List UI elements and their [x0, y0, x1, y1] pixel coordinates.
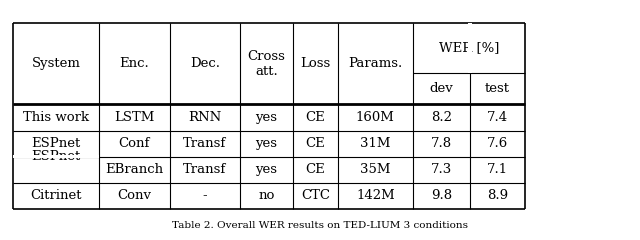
Text: 7.8: 7.8 [431, 137, 452, 150]
Text: -: - [202, 189, 207, 202]
Bar [468, 23, 472, 73]
Text: 8.9: 8.9 [487, 189, 508, 202]
Text: LSTM: LSTM [114, 111, 155, 124]
Text: 142M: 142M [356, 189, 395, 202]
Text: This work: This work [23, 111, 89, 124]
Text: System: System [31, 57, 81, 70]
Text: 7.3: 7.3 [431, 163, 452, 176]
Text: 7.1: 7.1 [487, 163, 508, 176]
Text: Loss: Loss [300, 57, 331, 70]
Text: test: test [485, 82, 510, 95]
Text: yes: yes [255, 163, 278, 176]
Text: Table 2. Overall WER results on TED-LIUM 3 conditions: Table 2. Overall WER results on TED-LIUM… [172, 221, 468, 230]
Text: Conv: Conv [117, 189, 152, 202]
Text: Params.: Params. [348, 57, 403, 70]
Text: Dec.: Dec. [190, 57, 220, 70]
Text: 7.6: 7.6 [487, 137, 508, 150]
Text: 31M: 31M [360, 137, 390, 150]
Text: CE: CE [306, 137, 325, 150]
Bar [13, 156, 99, 158]
Text: 8.2: 8.2 [431, 111, 452, 124]
Text: yes: yes [255, 137, 278, 150]
Text: Citrinet: Citrinet [30, 189, 82, 202]
Text: 7.4: 7.4 [487, 111, 508, 124]
Text: CE: CE [306, 111, 325, 124]
Text: no: no [259, 189, 275, 202]
Text: Transf: Transf [183, 163, 227, 176]
Text: CE: CE [306, 163, 325, 176]
Text: EBranch: EBranch [106, 163, 163, 176]
Text: 9.8: 9.8 [431, 189, 452, 202]
Text: CTC: CTC [301, 189, 330, 202]
Text: ESPnet: ESPnet [31, 150, 81, 163]
Text: Conf: Conf [118, 137, 150, 150]
Text: 160M: 160M [356, 111, 395, 124]
Text: Enc.: Enc. [120, 57, 149, 70]
Text: dev: dev [429, 82, 454, 95]
Text: ESPnet: ESPnet [31, 137, 81, 150]
Text: yes: yes [255, 111, 278, 124]
Text: WER [%]: WER [%] [438, 42, 499, 54]
Text: 35M: 35M [360, 163, 390, 176]
Text: Cross
att.: Cross att. [248, 50, 285, 78]
Text: RNN: RNN [188, 111, 221, 124]
Text: Transf: Transf [183, 137, 227, 150]
